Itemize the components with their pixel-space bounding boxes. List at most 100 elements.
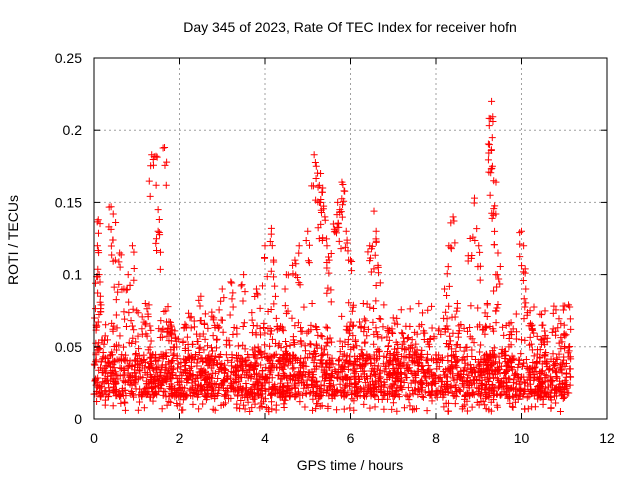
data-point: [167, 337, 175, 345]
data-point: [506, 330, 514, 338]
data-point: [208, 308, 216, 316]
data-point: [147, 337, 155, 345]
data-point: [249, 351, 257, 359]
data-point: [490, 327, 498, 335]
data-point: [495, 376, 503, 384]
data-point: [219, 328, 227, 336]
data-point: [222, 386, 230, 394]
data-point: [312, 323, 320, 331]
data-point: [314, 183, 322, 191]
data-point: [566, 303, 574, 311]
data-point: [108, 369, 116, 377]
data-point: [371, 362, 379, 370]
data-point: [361, 338, 369, 346]
data-point: [313, 342, 321, 350]
data-point: [155, 377, 163, 385]
data-point: [101, 387, 109, 395]
data-point: [412, 372, 420, 380]
data-point: [149, 161, 157, 169]
data-point: [489, 117, 497, 125]
data-point: [475, 361, 483, 369]
data-point: [289, 261, 297, 269]
data-point: [141, 299, 149, 307]
data-point: [248, 393, 256, 401]
data-point: [369, 318, 377, 326]
data-point: [388, 405, 396, 413]
y-tick-label: 0.05: [55, 339, 82, 355]
data-point: [476, 248, 484, 256]
data-point: [125, 309, 133, 317]
data-point: [521, 303, 529, 311]
data-point: [523, 394, 531, 402]
data-point: [282, 355, 290, 363]
data-point: [197, 382, 205, 390]
data-point: [371, 251, 379, 259]
data-point: [208, 374, 216, 382]
data-point: [366, 404, 374, 412]
data-point: [490, 351, 498, 359]
data-point: [271, 282, 279, 290]
data-point: [268, 398, 276, 406]
data-point: [283, 383, 291, 391]
data-point: [390, 345, 398, 353]
data-point: [557, 320, 565, 328]
data-point: [237, 373, 245, 381]
data-point: [134, 332, 142, 340]
data-point: [348, 267, 356, 275]
data-point: [388, 328, 396, 336]
x-tick-label: 8: [432, 430, 440, 446]
data-point: [270, 351, 278, 359]
data-point: [520, 315, 528, 323]
data-point: [120, 366, 128, 374]
data-point: [310, 151, 318, 159]
y-tick-label: 0.2: [63, 122, 83, 138]
data-point: [549, 325, 557, 333]
data-point: [488, 164, 496, 172]
data-point: [536, 375, 544, 383]
data-point: [286, 341, 294, 349]
data-point: [547, 355, 555, 363]
data-point: [295, 242, 303, 250]
data-point: [145, 301, 153, 309]
data-point: [505, 335, 513, 343]
data-point: [320, 382, 328, 390]
data-point: [520, 378, 528, 386]
data-point: [186, 314, 194, 322]
data-point: [125, 373, 133, 381]
data-point: [486, 350, 494, 358]
data-point: [350, 406, 358, 414]
data-point: [562, 370, 570, 378]
data-point: [448, 358, 456, 366]
data-point: [290, 351, 298, 359]
data-point: [407, 379, 415, 387]
data-point: [428, 387, 436, 395]
data-point: [328, 387, 336, 395]
data-point: [290, 340, 298, 348]
data-point: [397, 376, 405, 384]
data-point: [460, 324, 468, 332]
data-point: [372, 297, 380, 305]
data-point: [195, 296, 203, 304]
data-point: [112, 311, 120, 319]
data-point: [282, 309, 290, 317]
data-point: [162, 349, 170, 357]
data-point: [280, 400, 288, 408]
data-point: [350, 397, 358, 405]
data-point: [210, 380, 218, 388]
data-point: [404, 334, 412, 342]
data-point: [409, 406, 417, 414]
data-point: [142, 384, 150, 392]
data-point: [320, 202, 328, 210]
data-point: [101, 332, 109, 340]
data-point: [158, 363, 166, 371]
data-point: [310, 350, 318, 358]
data-point: [541, 357, 549, 365]
data-point: [566, 373, 574, 381]
data-point: [284, 361, 292, 369]
data-point: [532, 359, 540, 367]
data-point: [220, 294, 228, 302]
data-point: [128, 362, 136, 370]
data-point: [389, 329, 397, 337]
data-point: [509, 355, 517, 363]
data-point: [142, 320, 150, 328]
